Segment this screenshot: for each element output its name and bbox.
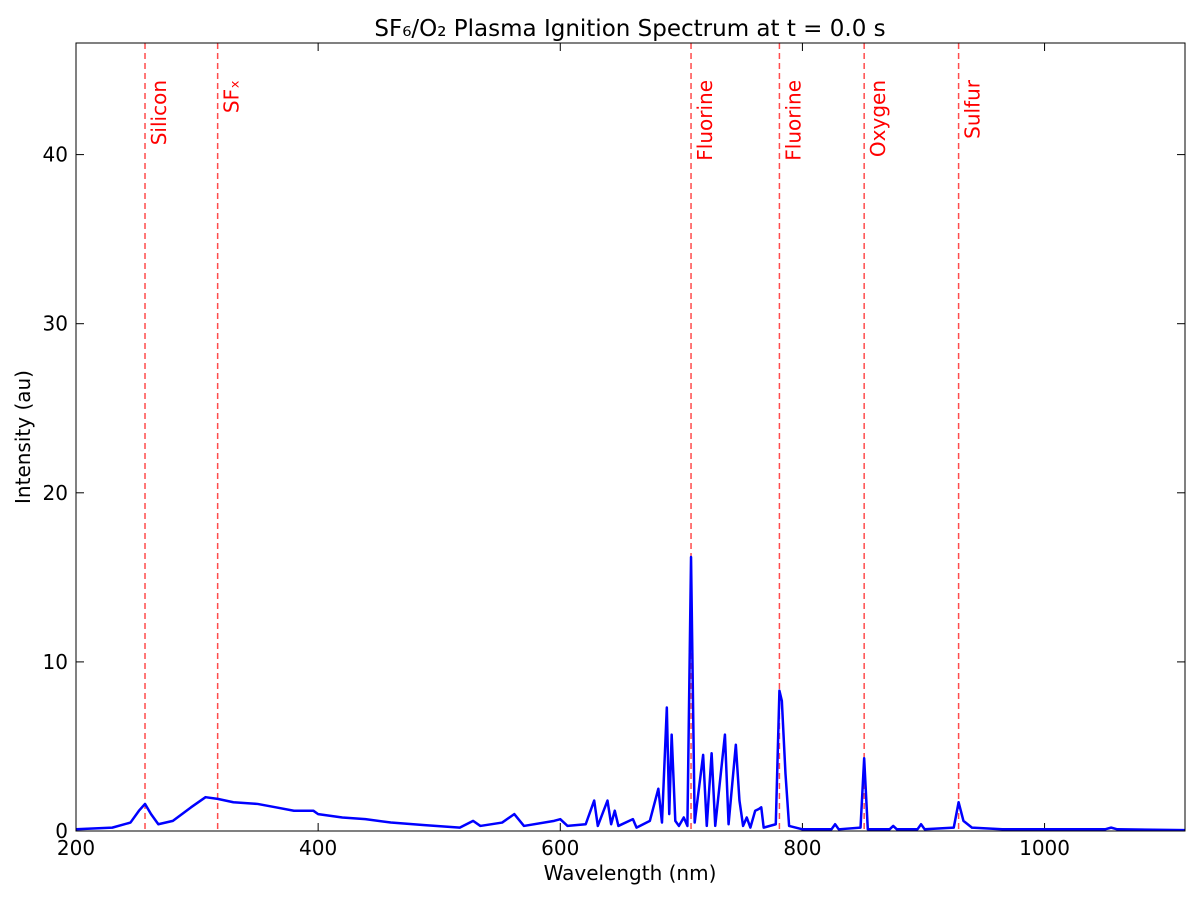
- reference-label: Oxygen: [866, 80, 890, 157]
- reference-label: Sulfur: [961, 79, 985, 139]
- x-tick-label: 800: [783, 836, 821, 860]
- reference-label: Silicon: [147, 80, 171, 145]
- chart-title: SF₆/O₂ Plasma Ignition Spectrum at t = 0…: [374, 16, 885, 42]
- x-tick-label: 1000: [1019, 836, 1070, 860]
- reference-label: Fluorine: [781, 80, 805, 161]
- y-tick-label: 20: [43, 481, 68, 505]
- y-tick-label: 30: [43, 312, 68, 336]
- x-tick-label: 600: [541, 836, 579, 860]
- x-tick-label: 200: [57, 836, 95, 860]
- y-tick-label: 10: [43, 650, 68, 674]
- reference-label: Fluorine: [693, 80, 717, 161]
- plot-frame: [75, 42, 1186, 832]
- spectrum-line: [75, 555, 1186, 832]
- reference-label: SFₓ: [220, 80, 244, 113]
- y-tick-label: 40: [43, 143, 68, 167]
- x-axis-label: Wavelength (nm): [544, 861, 717, 885]
- y-tick-label: 0: [55, 819, 68, 843]
- x-tick-label: 400: [299, 836, 337, 860]
- y-axis-label: Intensity (au): [11, 370, 35, 504]
